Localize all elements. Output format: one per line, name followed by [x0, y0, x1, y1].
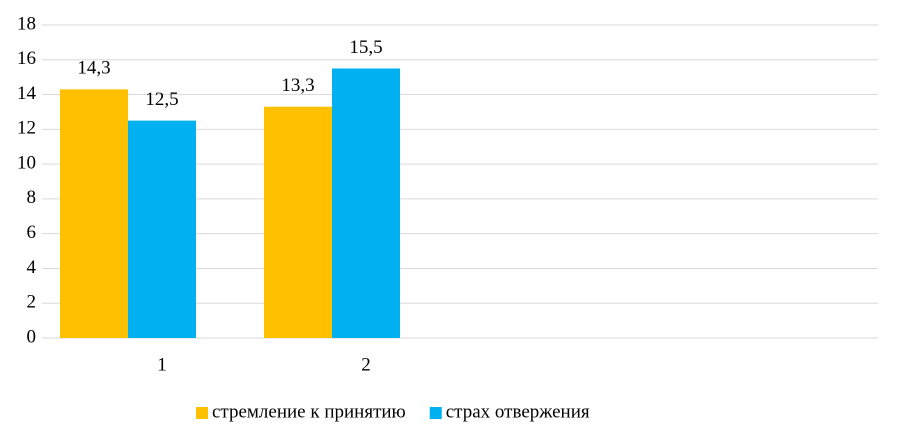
bar [264, 106, 332, 338]
legend-label: стремление к принятию [212, 401, 406, 422]
x-tick-label: 1 [157, 354, 167, 375]
value-label: 14,3 [77, 58, 110, 79]
y-tick-label: 6 [27, 222, 37, 243]
y-tick-label: 12 [17, 118, 36, 139]
y-tick-label: 4 [27, 257, 37, 278]
y-tick-label: 8 [27, 187, 37, 208]
bar [332, 68, 400, 338]
legend-swatch [196, 407, 208, 419]
legend-swatch [429, 407, 442, 419]
y-tick-label: 14 [17, 83, 37, 104]
legend-label: страх отвержения [446, 401, 590, 422]
value-label: 13,3 [281, 75, 314, 96]
bar [60, 89, 128, 338]
bar [128, 120, 196, 338]
value-label: 12,5 [145, 89, 178, 110]
y-tick-label: 2 [27, 292, 37, 313]
y-tick-label: 16 [17, 48, 36, 69]
y-tick-label: 0 [27, 326, 37, 347]
y-tick-label: 10 [17, 152, 36, 173]
x-tick-label: 2 [361, 354, 371, 375]
y-tick-label: 18 [17, 13, 36, 34]
value-label: 15,5 [349, 37, 382, 58]
